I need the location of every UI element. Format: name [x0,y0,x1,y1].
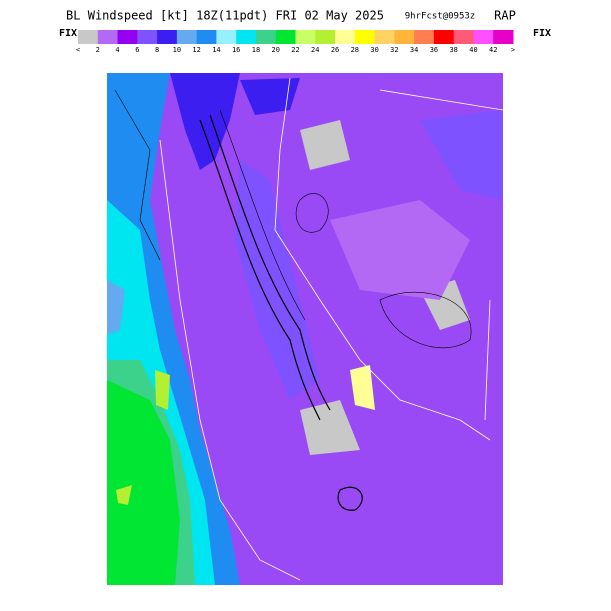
map-field [107,73,504,585]
colorbar-label: 24 [311,46,319,54]
contour [199,119,321,421]
colorbar-label: 32 [390,46,398,54]
colorbar-cell [453,30,474,44]
colorbar-cell [236,30,257,44]
colorbar: <2 4 6 8 10 12 14 16 18 20 22 24 26 28 30 32 34 36 38 40 42 > [76,30,515,54]
colorbar-cell [335,30,356,44]
fix-left: FIX [59,28,77,39]
indigo-patch [240,78,300,115]
colorbar-cell [117,30,138,44]
colorbar-cell [394,30,415,44]
colorbar-cell [176,30,198,44]
violet-patch [235,160,320,400]
colorbar-cell [157,30,178,44]
colorbar-label: 10 [173,46,181,54]
colorbar-label: 6 [135,46,139,54]
model-label: RAP [494,9,516,23]
fix-right: FIX [533,28,551,39]
colorbar-cell [255,30,277,44]
contour [295,193,329,233]
colorbar-cell [97,30,119,44]
violet-patch [420,110,503,200]
colorbar-label: 38 [449,46,457,54]
light-purple-patch [330,200,470,300]
colorbar-cell [493,30,514,44]
coastline [159,139,301,581]
colorbar-label: 2 [96,46,100,54]
colorbar-label: 16 [232,46,240,54]
colorbar-label: 28 [351,46,359,54]
colorbar-cell [315,30,336,44]
colorbar-cell [354,30,376,44]
colorbar-label: < [76,46,80,54]
coastal-green [107,380,180,585]
colorbar-label: 36 [430,46,438,54]
colorbar-cell [196,30,217,44]
colorbar-label: 26 [331,46,339,54]
colorbar-label: 18 [252,46,260,54]
colorbar-cell [374,30,395,44]
colorbar-label: 42 [489,46,497,54]
contour [337,486,363,511]
colorbar-label: 22 [291,46,299,54]
colorbar-label: 8 [155,46,159,54]
colorbar-cell [433,30,455,44]
blue-patch [107,280,125,335]
state-border [379,89,504,111]
colorbar-cell [414,30,435,44]
colorbar-cell [78,30,99,44]
contour [209,114,331,411]
contour [219,109,306,321]
state-border [484,299,491,421]
yellow-patch [350,365,375,410]
state-border [274,77,491,441]
colorbar-label: 12 [192,46,200,54]
colorbar-label: 4 [115,46,119,54]
colorbar-label: > [511,46,515,54]
gray-patch [300,400,360,455]
gray-patch [300,120,350,170]
contour [114,89,161,261]
colorbar-cell [275,30,296,44]
colorbar-label: 34 [410,46,418,54]
colorbar-label: 14 [212,46,220,54]
yellow-patch [116,485,132,505]
indigo-patch [170,73,240,170]
title: BL Windspeed [kt] 18Z(11pdt) FRI 02 May … [66,9,384,23]
colorbar-label: 20 [272,46,280,54]
yellow-patch [155,370,170,410]
colorbar-label: 30 [370,46,378,54]
contour [379,291,472,349]
colorbar-cell [473,30,494,44]
colorbar-cell [295,30,316,44]
colorbar-cell [137,30,158,44]
colorbar-cell [216,30,237,44]
colorbar-label: 40 [469,46,477,54]
forecast-label: 9hrFcst@0953z [405,12,475,22]
